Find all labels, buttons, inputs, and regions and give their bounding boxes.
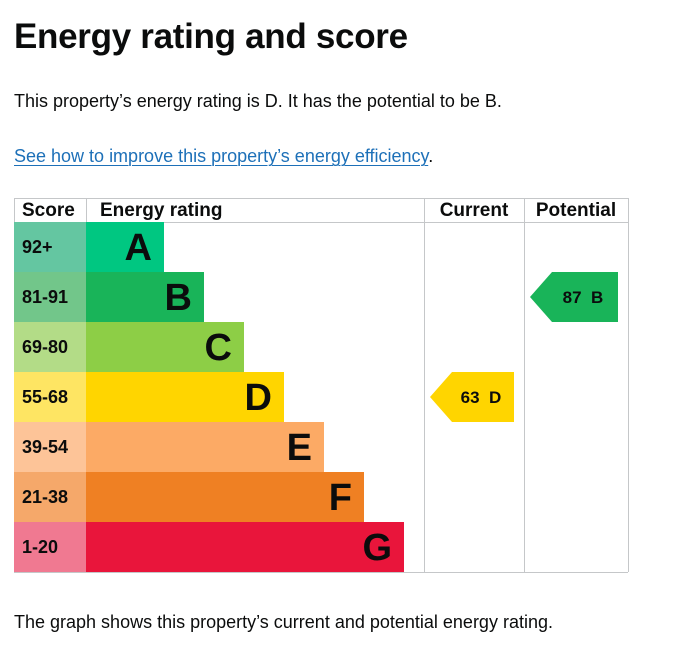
band-letter-f: F — [329, 477, 352, 519]
band-bar-e — [86, 422, 324, 472]
band-bar-a — [86, 222, 164, 272]
score-label-d: 55-68 — [22, 387, 68, 407]
chart-grid — [14, 198, 629, 573]
band-letter-c: C — [205, 327, 232, 369]
band-bar-f — [86, 472, 364, 522]
header-current: Current — [440, 200, 509, 221]
score-label-e: 39-54 — [22, 437, 68, 457]
score-cell-d — [14, 372, 86, 422]
current-rating-label: 63 D — [461, 388, 502, 407]
band-letter-b: B — [165, 277, 192, 319]
chart-markers: 63 D 87 B — [430, 272, 618, 422]
score-label-b: 81-91 — [22, 287, 68, 307]
score-label-c: 69-80 — [22, 337, 68, 357]
improve-link-suffix: . — [428, 146, 434, 166]
score-label-a: 92+ — [22, 237, 53, 257]
band-letter-a: A — [125, 227, 152, 269]
chart-column-headers: Score Energy rating Current Potential — [22, 200, 616, 221]
page-title: Energy rating and score — [14, 17, 408, 56]
header-score: Score — [22, 200, 75, 221]
score-cell-a — [14, 222, 86, 272]
score-label-g: 1-20 — [22, 537, 58, 557]
score-cell-g — [14, 522, 86, 572]
potential-rating-label: 87 B — [563, 288, 604, 307]
band-bar-c — [86, 322, 244, 372]
header-energy-rating: Energy rating — [100, 200, 222, 221]
band-letter-g: G — [362, 527, 392, 569]
current-rating-arrow — [430, 372, 514, 422]
score-cell-f — [14, 472, 86, 522]
rating-summary: This property’s energy rating is D. It h… — [14, 91, 502, 111]
chart-caption: The graph shows this property’s current … — [14, 612, 553, 632]
band-bar-b — [86, 272, 204, 322]
improve-link-line: See how to improve this property’s energ… — [14, 145, 433, 167]
score-label-f: 21-38 — [22, 487, 68, 507]
score-cell-c — [14, 322, 86, 372]
potential-rating-arrow — [530, 272, 618, 322]
band-letter-e: E — [287, 427, 312, 469]
chart-bands: 92+ A 81-91 B 69-80 C 55-68 D 39-54 E 21-38 F 1-20 G — [14, 222, 404, 572]
band-letter-d: D — [245, 377, 272, 419]
improve-efficiency-link[interactable]: See how to improve this property’s energ… — [14, 146, 429, 166]
score-cell-e — [14, 422, 86, 472]
band-bar-g — [86, 522, 404, 572]
score-cell-b — [14, 272, 86, 322]
header-potential: Potential — [536, 200, 616, 221]
band-bar-d — [86, 372, 284, 422]
